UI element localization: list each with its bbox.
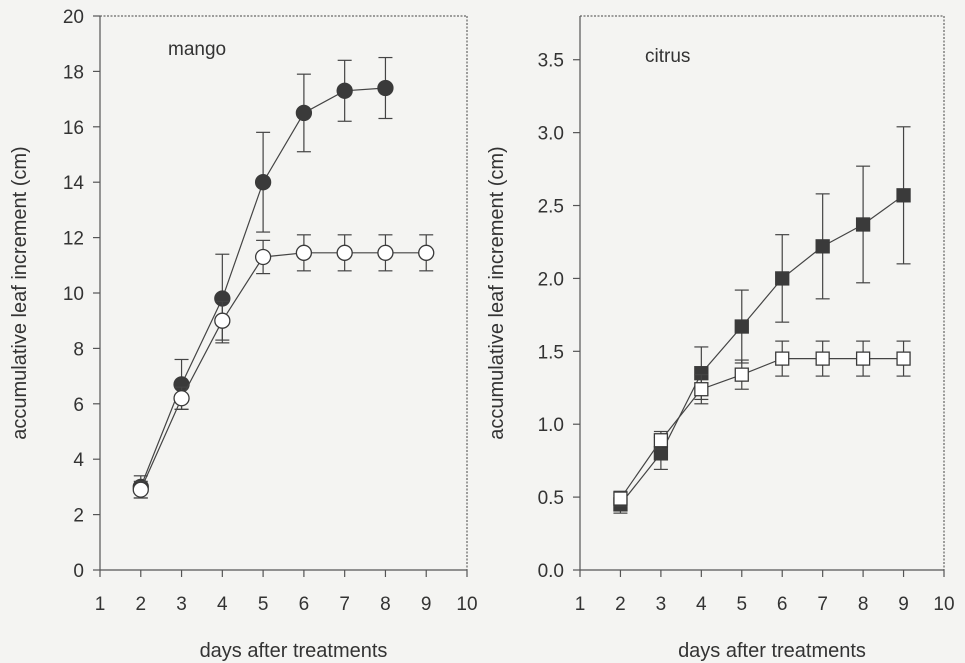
x-axis-title: days after treatments <box>678 640 866 662</box>
data-point <box>377 244 394 261</box>
y-tick-label: 0.0 <box>538 561 564 582</box>
y-tick-label: 2 <box>73 506 84 527</box>
y-axis-title: accumulative leaf increment (cm) <box>9 146 31 439</box>
data-point <box>295 104 313 122</box>
y-tick-label: 0.5 <box>538 488 564 509</box>
y-tick-label: 3.5 <box>538 51 564 72</box>
data-point <box>855 351 871 366</box>
x-tick-label: 4 <box>217 594 228 615</box>
data-point <box>132 481 149 498</box>
x-tick-label: 10 <box>456 594 477 615</box>
x-tick-label: 7 <box>339 594 350 615</box>
data-point <box>855 217 871 232</box>
y-tick-label: 14 <box>63 173 85 194</box>
x-tick-label: 2 <box>615 594 626 615</box>
y-tick-label: 1.0 <box>538 415 564 436</box>
x-tick-label: 9 <box>421 594 432 615</box>
data-point <box>254 248 272 266</box>
x-tick-label: 5 <box>258 594 269 615</box>
y-tick-label: 12 <box>63 229 84 250</box>
x-tick-label: 3 <box>176 594 187 615</box>
x-tick-label: 6 <box>777 594 788 615</box>
x-tick-label: 2 <box>135 594 146 615</box>
series-1-line <box>619 358 904 499</box>
data-point <box>613 491 628 506</box>
x-tick-label: 8 <box>858 594 869 615</box>
x-tick-label: 8 <box>380 594 391 615</box>
data-point <box>775 351 790 366</box>
data-point <box>653 433 669 448</box>
data-point <box>336 244 353 261</box>
x-tick-label: 9 <box>898 594 909 615</box>
data-point <box>173 390 190 407</box>
y-tick-label: 8 <box>73 339 84 360</box>
data-point <box>377 79 394 97</box>
x-tick-label: 1 <box>575 594 586 615</box>
y-tick-label: 6 <box>73 395 84 416</box>
x-tick-label: 6 <box>299 594 310 615</box>
y-tick-label: 1.5 <box>538 342 564 363</box>
data-point <box>734 319 749 334</box>
data-point <box>815 239 830 254</box>
y-tick-label: 4 <box>73 450 84 471</box>
data-point <box>336 82 353 99</box>
citrus-panel: citrus days after treatments accumulativ… <box>486 15 955 662</box>
x-tick-label: 7 <box>817 594 828 615</box>
y-tick-label: 10 <box>63 284 84 305</box>
panel-label-mango: mango <box>168 39 226 60</box>
y-tick-label: 18 <box>63 62 84 83</box>
data-point <box>815 351 830 366</box>
series-1-line <box>140 252 427 490</box>
y-tick-label: 2.5 <box>538 197 564 218</box>
y-tick-label: 20 <box>63 7 84 28</box>
data-point <box>418 244 435 261</box>
x-tick-label: 3 <box>656 594 667 615</box>
y-tick-label: 0 <box>73 561 84 582</box>
data-point <box>775 271 790 286</box>
x-tick-label: 5 <box>736 594 747 615</box>
mango-panel: mango days after treatments accumulative… <box>9 7 478 662</box>
x-tick-label: 10 <box>933 594 954 615</box>
data-point <box>896 188 911 203</box>
y-axis-title: accumulative leaf increment (cm) <box>486 146 508 439</box>
x-axis-title: days after treatments <box>200 640 388 662</box>
data-point <box>254 174 272 191</box>
y-tick-label: 3.0 <box>538 124 564 145</box>
x-tick-label: 4 <box>696 594 707 615</box>
data-point <box>896 351 911 366</box>
y-tick-label: 2.0 <box>538 269 564 290</box>
data-point <box>694 382 709 397</box>
data-point <box>214 312 231 329</box>
panel-label-citrus: citrus <box>645 46 690 67</box>
y-tick-label: 16 <box>63 118 84 139</box>
x-tick-label: 1 <box>95 594 106 615</box>
data-point <box>734 367 749 382</box>
data-point <box>295 244 313 261</box>
